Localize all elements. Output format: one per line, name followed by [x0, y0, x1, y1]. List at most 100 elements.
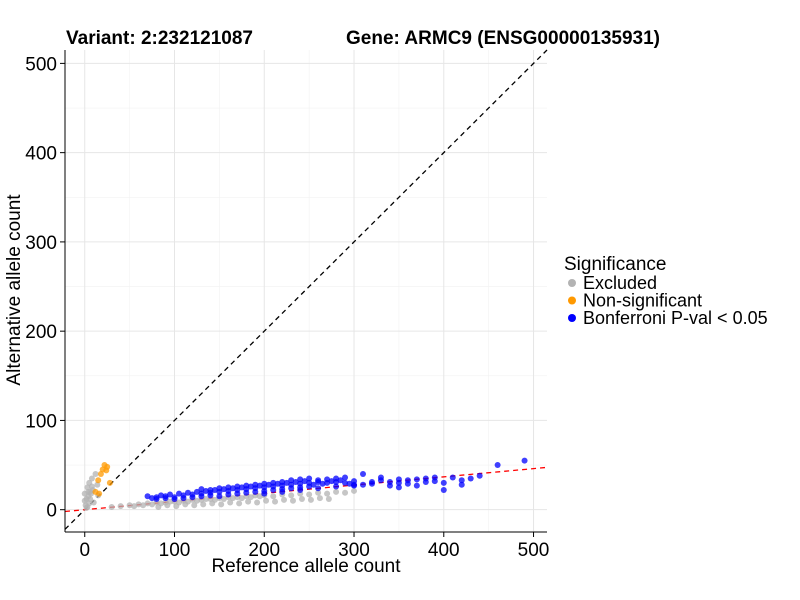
point-excluded	[324, 490, 331, 497]
point-bonferroni-p-val-0-05	[243, 482, 250, 489]
point-excluded	[298, 495, 305, 502]
point-bonferroni-p-val-0-05	[265, 481, 272, 488]
point-bonferroni-p-val-0-05	[368, 480, 375, 487]
point-bonferroni-p-val-0-05	[346, 480, 353, 487]
point-excluded	[140, 502, 147, 509]
point-excluded	[155, 504, 162, 511]
point-bonferroni-p-val-0-05	[301, 478, 308, 485]
point-excluded	[86, 500, 93, 507]
point-bonferroni-p-val-0-05	[274, 480, 281, 487]
x-tick-label: 200	[248, 540, 280, 561]
grid	[65, 50, 547, 532]
point-excluded	[88, 483, 95, 490]
legend-label: Bonferroni P-val < 0.05	[583, 308, 768, 328]
point-bonferroni-p-val-0-05	[440, 479, 447, 486]
y-tick-label: 400	[25, 144, 57, 165]
point-bonferroni-p-val-0-05	[333, 483, 340, 490]
legend-key	[568, 296, 576, 305]
legend: Significance ExcludedNon-significantBonf…	[564, 254, 768, 328]
point-bonferroni-p-val-0-05	[319, 480, 326, 487]
point-excluded	[227, 499, 234, 506]
x-axis-title: Reference allele count	[211, 556, 401, 577]
point-bonferroni-p-val-0-05	[315, 477, 322, 484]
point-bonferroni-p-val-0-05	[467, 475, 474, 482]
point-bonferroni-p-val-0-05	[476, 472, 483, 479]
point-bonferroni-p-val-0-05	[315, 485, 322, 492]
point-bonferroni-p-val-0-05	[283, 479, 290, 486]
x-tick-label: 500	[518, 540, 550, 561]
point-bonferroni-p-val-0-05	[193, 488, 200, 495]
point-excluded	[272, 498, 279, 505]
point-bonferroni-p-val-0-05	[413, 482, 420, 489]
data-points	[81, 457, 528, 511]
point-bonferroni-p-val-0-05	[234, 483, 241, 490]
point-non-significant	[95, 477, 102, 484]
point-bonferroni-p-val-0-05	[359, 470, 366, 477]
point-excluded	[81, 490, 88, 497]
point-excluded	[83, 504, 90, 511]
axes: 0 100 200 300 400 500 0 100 200 300 400 500	[25, 50, 549, 561]
point-excluded	[281, 496, 288, 503]
y-tick-label: 500	[25, 54, 57, 75]
point-bonferroni-p-val-0-05	[404, 477, 411, 484]
point-bonferroni-p-val-0-05	[216, 485, 223, 492]
point-excluded	[94, 481, 101, 488]
point-bonferroni-p-val-0-05	[207, 487, 214, 494]
point-bonferroni-p-val-0-05	[198, 493, 205, 500]
point-excluded	[325, 495, 332, 502]
y-tick-label: 100	[25, 411, 57, 432]
point-bonferroni-p-val-0-05	[144, 493, 151, 500]
point-excluded	[342, 489, 349, 496]
point-bonferroni-p-val-0-05	[256, 482, 263, 489]
point-excluded	[131, 503, 138, 510]
point-bonferroni-p-val-0-05	[306, 483, 313, 490]
point-excluded	[306, 491, 313, 498]
x-tick-label: 400	[428, 540, 460, 561]
point-bonferroni-p-val-0-05	[288, 477, 295, 484]
point-bonferroni-p-val-0-05	[395, 484, 402, 491]
point-bonferroni-p-val-0-05	[225, 491, 232, 498]
point-bonferroni-p-val-0-05	[261, 490, 268, 497]
point-excluded	[307, 496, 314, 503]
x-tick-label: 100	[159, 540, 191, 561]
point-excluded	[87, 495, 94, 502]
point-bonferroni-p-val-0-05	[252, 488, 259, 495]
point-bonferroni-p-val-0-05	[337, 477, 344, 484]
point-excluded	[191, 502, 198, 509]
point-bonferroni-p-val-0-05	[413, 476, 420, 483]
point-non-significant	[97, 470, 104, 477]
x-tick-label: 300	[338, 540, 370, 561]
point-excluded	[92, 470, 99, 477]
point-bonferroni-p-val-0-05	[449, 474, 456, 481]
point-bonferroni-p-val-0-05	[292, 479, 299, 486]
point-excluded	[333, 488, 340, 495]
point-excluded	[173, 503, 180, 510]
point-bonferroni-p-val-0-05	[386, 479, 393, 486]
point-bonferroni-p-val-0-05	[207, 492, 214, 499]
point-bonferroni-p-val-0-05	[234, 490, 241, 497]
point-bonferroni-p-val-0-05	[288, 485, 295, 492]
point-excluded	[236, 500, 243, 507]
point-bonferroni-p-val-0-05	[297, 476, 304, 483]
point-bonferroni-p-val-0-05	[521, 457, 528, 464]
point-bonferroni-p-val-0-05	[171, 495, 178, 502]
point-bonferroni-p-val-0-05	[377, 474, 384, 481]
point-bonferroni-p-val-0-05	[175, 490, 182, 497]
point-bonferroni-p-val-0-05	[220, 486, 227, 493]
point-bonferroni-p-val-0-05	[297, 487, 304, 494]
legend-key	[568, 314, 576, 322]
point-bonferroni-p-val-0-05	[422, 479, 429, 486]
point-bonferroni-p-val-0-05	[333, 475, 340, 482]
point-excluded	[316, 495, 323, 502]
point-bonferroni-p-val-0-05	[440, 487, 447, 494]
point-non-significant	[106, 479, 113, 486]
point-bonferroni-p-val-0-05	[351, 481, 358, 488]
point-bonferroni-p-val-0-05	[458, 481, 465, 488]
point-bonferroni-p-val-0-05	[324, 476, 331, 483]
point-non-significant	[103, 467, 110, 474]
point-excluded	[200, 501, 207, 508]
y-tick-label: 200	[25, 322, 57, 343]
point-excluded	[315, 489, 322, 496]
point-bonferroni-p-val-0-05	[306, 475, 313, 482]
point-excluded	[149, 501, 156, 508]
